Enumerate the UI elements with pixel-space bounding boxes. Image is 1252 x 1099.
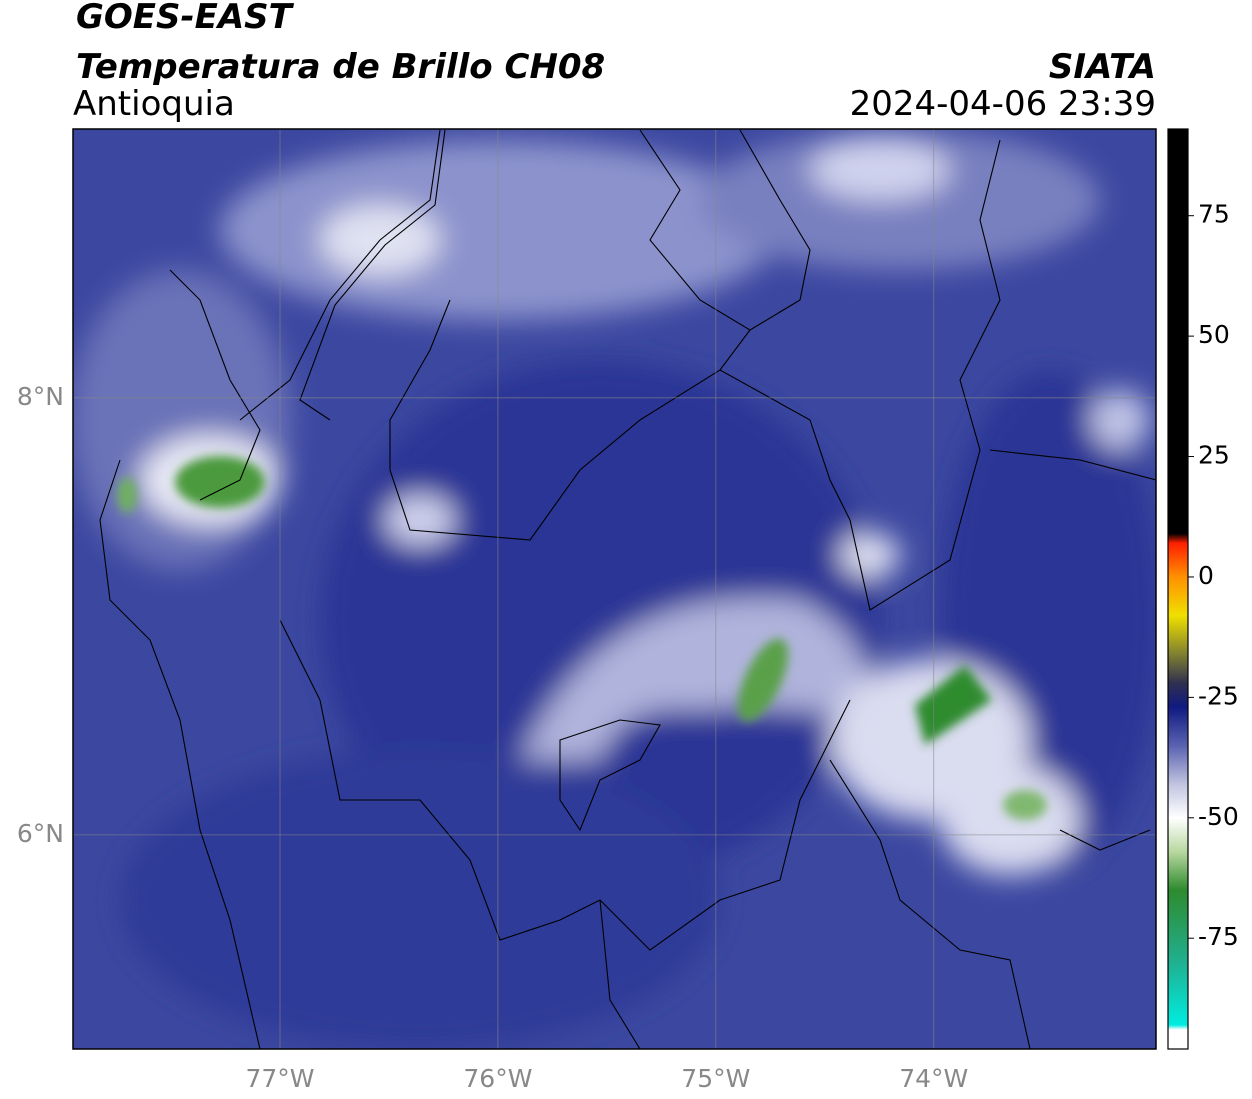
timestamp: 2024-04-06 23:39 xyxy=(850,84,1156,124)
x-tick-label: 76°W xyxy=(463,1064,532,1093)
colorbar-tick-label: 50 xyxy=(1198,320,1230,349)
x-tick-label: 75°W xyxy=(681,1064,750,1093)
source: SIATA xyxy=(1049,47,1156,87)
x-tick-label: 74°W xyxy=(899,1064,968,1093)
colorbar-tick-label: -25 xyxy=(1198,681,1239,710)
x-tick-label: 77°W xyxy=(245,1064,314,1093)
subtitle: Temperatura de Brillo CH08 xyxy=(76,47,605,87)
colorbar xyxy=(1167,128,1189,1050)
colorbar-tick-label: -75 xyxy=(1198,922,1239,951)
map-frame xyxy=(72,128,1157,1050)
map-image xyxy=(73,129,1156,1049)
region: Antioquia xyxy=(73,84,235,124)
y-tick-label: 6°N xyxy=(17,819,64,848)
colorbar-tick-label: 0 xyxy=(1198,561,1214,590)
colorbar-tick-label: 75 xyxy=(1198,200,1230,229)
colorbar-tick-label: -50 xyxy=(1198,802,1239,831)
y-tick-label: 8°N xyxy=(17,382,64,411)
colorbar-tick-label: 25 xyxy=(1198,441,1230,470)
title: GOES-EAST xyxy=(76,0,295,37)
borders xyxy=(99,129,1156,1049)
